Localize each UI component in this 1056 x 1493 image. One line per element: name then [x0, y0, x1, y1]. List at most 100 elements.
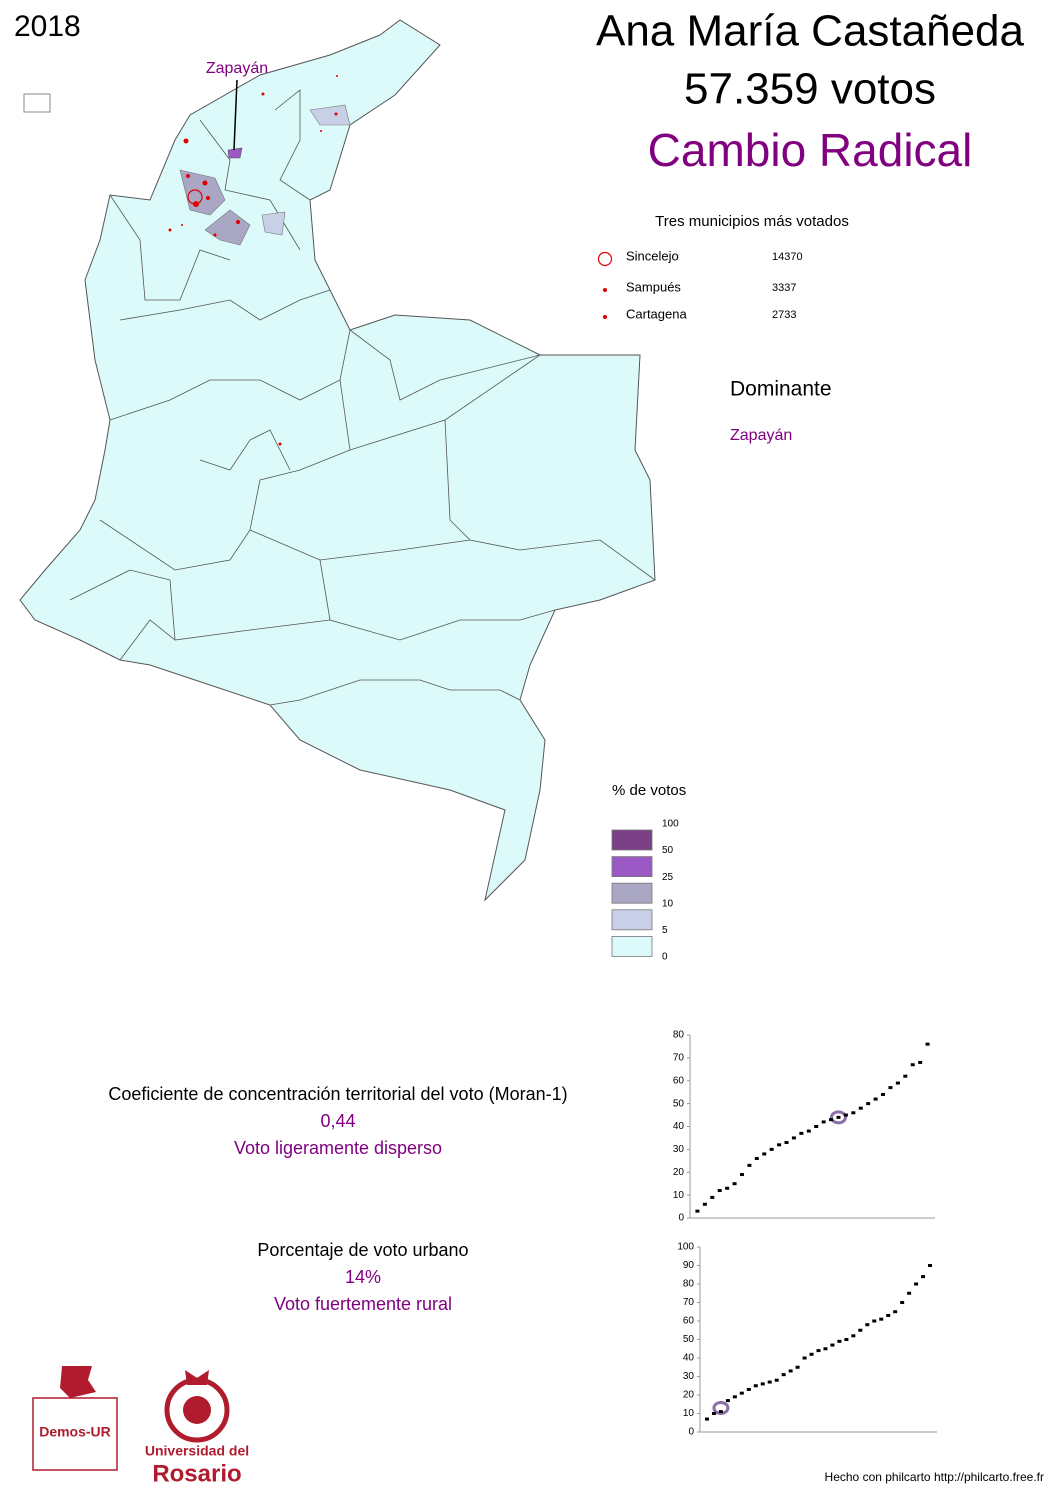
legend-break: 100: [662, 819, 679, 830]
map: Zapayán: [19, 19, 656, 902]
legend-break: 10: [662, 898, 674, 909]
point: [702, 1202, 707, 1206]
y-tick-label: 50: [683, 1334, 695, 1345]
moran-value: 0,44: [320, 1111, 355, 1131]
vote-symbol: [603, 315, 607, 319]
point: [732, 1182, 737, 1186]
point: [895, 1081, 900, 1085]
dominant-title: Dominante: [730, 378, 832, 401]
highlight: [829, 1110, 847, 1125]
point: [914, 1282, 919, 1286]
point: [788, 1369, 793, 1373]
y-tick-label: 70: [683, 1297, 695, 1308]
point: [795, 1365, 800, 1369]
point: [907, 1291, 912, 1295]
point: [879, 1317, 884, 1321]
point: [830, 1343, 835, 1347]
point: [791, 1136, 796, 1140]
vote-circle: [187, 189, 203, 205]
legend-title: % de votos: [612, 782, 686, 799]
moran-description: Voto ligeramente disperso: [234, 1138, 442, 1158]
point: [851, 1334, 856, 1338]
y-tick-label: 50: [673, 1098, 685, 1109]
point: [774, 1378, 779, 1382]
callout-line: [233, 79, 238, 151]
point: [866, 1102, 871, 1106]
legend-break: 50: [662, 845, 674, 856]
point: [872, 1319, 877, 1323]
point: [910, 1063, 915, 1067]
y-tick-label: 100: [677, 1242, 694, 1253]
urban-value: 14%: [345, 1267, 381, 1287]
y-tick-label: 10: [683, 1408, 695, 1419]
point: [777, 1143, 782, 1147]
municipality-votes: 3337: [772, 282, 796, 294]
legend-break: 0: [662, 952, 668, 963]
point: [762, 1152, 767, 1156]
legend-break: 5: [662, 925, 668, 936]
urban-label: Porcentaje de voto urbano: [257, 1240, 468, 1260]
point: [802, 1356, 807, 1360]
point: [816, 1349, 821, 1353]
point: [799, 1131, 804, 1135]
municipality-name: Sincelejo: [626, 248, 679, 263]
point: [900, 1301, 905, 1304]
callout: Zapayán: [206, 60, 268, 77]
point: [814, 1125, 819, 1128]
urban-description: Voto fuertemente rural: [274, 1294, 452, 1314]
footer: Hecho con philcarto http://philcarto.fre…: [825, 1470, 1044, 1484]
y-tick-label: 70: [673, 1053, 685, 1064]
point: [760, 1382, 765, 1386]
point: [823, 1347, 828, 1351]
municipality-name: Sampués: [626, 279, 681, 294]
point: [928, 1264, 933, 1267]
dominant-value: Zapayán: [730, 427, 792, 444]
inset: [23, 93, 51, 113]
point: [739, 1391, 744, 1395]
y-tick-label: 60: [683, 1316, 695, 1327]
point: [781, 1373, 786, 1377]
point: [695, 1209, 700, 1213]
y-tick-label: 40: [673, 1121, 685, 1132]
party: Cambio Radical: [648, 124, 973, 176]
point: [851, 1111, 856, 1115]
country: [19, 19, 656, 902]
y-tick-label: 90: [683, 1260, 695, 1271]
point: [806, 1129, 811, 1133]
legend-swatch: [611, 936, 653, 957]
point: [925, 1042, 930, 1046]
point: [809, 1352, 814, 1356]
point: [704, 1417, 709, 1421]
y-tick-label: 80: [683, 1279, 695, 1290]
demos-logo: Demos-UR: [32, 1366, 118, 1471]
point: [881, 1092, 886, 1096]
point: [732, 1395, 737, 1399]
legend-swatch: [611, 909, 653, 931]
y-tick-label: 10: [673, 1190, 685, 1201]
point: [829, 1118, 834, 1122]
departments: [69, 89, 656, 706]
y-tick-label: 80: [673, 1030, 685, 1041]
point: [718, 1410, 723, 1414]
y-tick-label: 60: [673, 1075, 685, 1086]
point: [886, 1313, 891, 1317]
legend-swatch: [611, 856, 653, 877]
y-tick-label: 30: [673, 1144, 685, 1155]
point: [858, 1106, 863, 1110]
point: [747, 1163, 752, 1167]
y-tick-label: 20: [683, 1390, 695, 1401]
municipality-votes: 2733: [772, 309, 796, 321]
point: [767, 1380, 772, 1384]
point: [918, 1060, 923, 1064]
point: [754, 1157, 759, 1161]
charts: 0 10 20 30 40 50 60 70 80 0 10 20 30 40 50 60 70 80 90 100: [673, 1030, 937, 1438]
point: [710, 1195, 715, 1199]
vote-symbol: [603, 288, 607, 292]
point: [725, 1399, 730, 1403]
candidate: Ana María Castañeda: [596, 7, 1025, 56]
y-tick-label: 0: [678, 1213, 684, 1224]
moran-label: Coeficiente de concentración territorial…: [108, 1084, 567, 1104]
point: [865, 1323, 870, 1327]
votes: 57.359 votos: [684, 65, 936, 114]
